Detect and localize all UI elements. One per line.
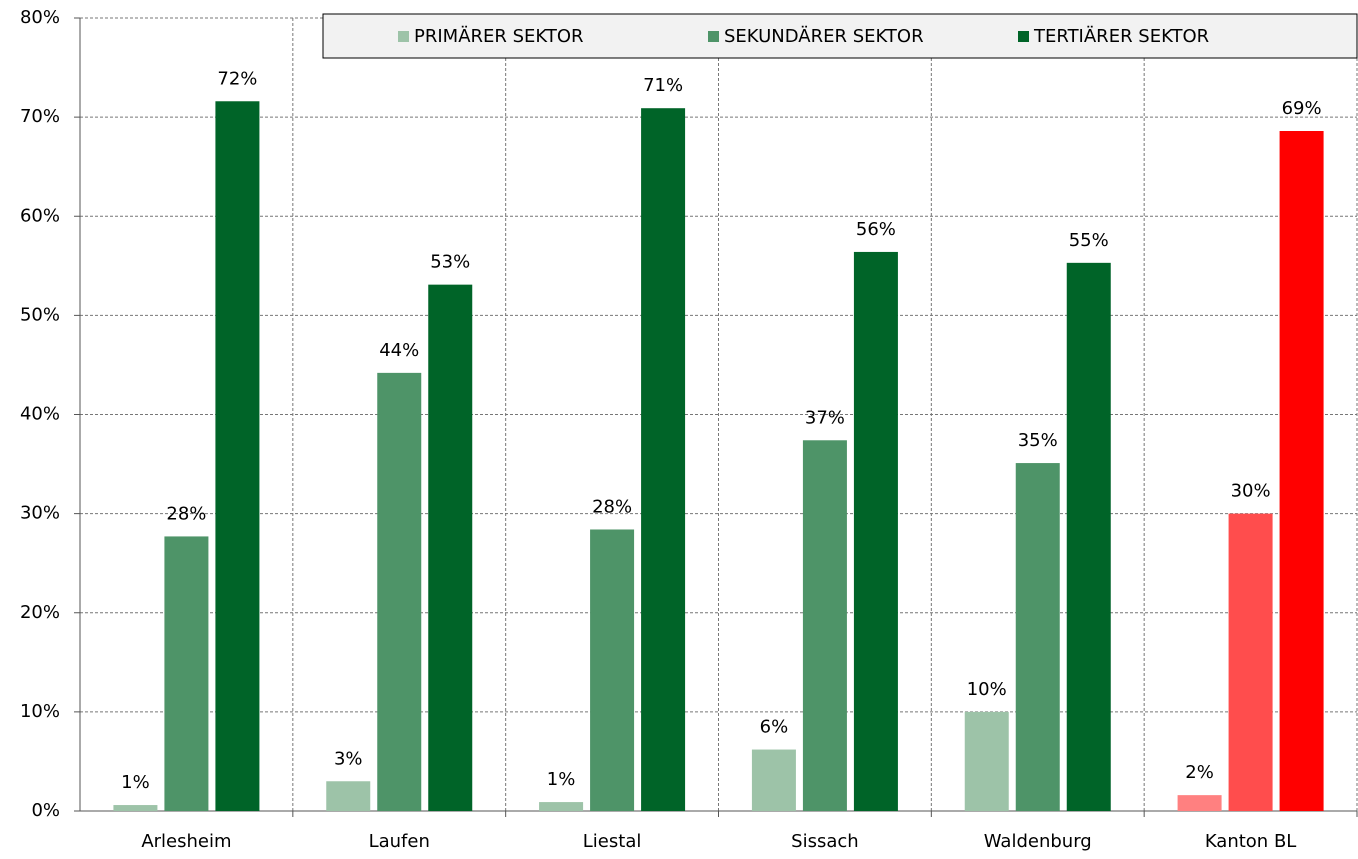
value-label: 3% xyxy=(334,748,363,769)
value-label: 53% xyxy=(430,252,470,273)
x-tick-label: Laufen xyxy=(369,831,430,852)
bar xyxy=(1228,513,1273,811)
value-label: 30% xyxy=(1231,481,1271,502)
bar xyxy=(802,440,847,811)
value-label: 1% xyxy=(547,769,576,790)
bar xyxy=(326,781,371,811)
x-tick-label: Sissach xyxy=(791,831,859,852)
bar xyxy=(751,749,796,811)
legend-label: SEKUNDÄRER SEKTOR xyxy=(724,26,924,47)
legend-swatch xyxy=(1018,31,1029,42)
y-tick-label: 20% xyxy=(20,602,60,623)
value-label: 28% xyxy=(592,496,632,517)
value-label: 37% xyxy=(805,407,845,428)
bar xyxy=(964,711,1009,811)
x-tick-label: Kanton BL xyxy=(1205,831,1297,852)
value-label: 71% xyxy=(643,75,683,96)
legend-swatch xyxy=(708,31,719,42)
bar xyxy=(1279,131,1324,811)
value-label: 56% xyxy=(856,219,896,240)
y-tick-label: 60% xyxy=(20,205,60,226)
bar xyxy=(215,101,260,811)
bar xyxy=(1177,795,1222,811)
bar xyxy=(539,802,584,811)
value-label: 28% xyxy=(166,503,206,524)
y-tick-label: 80% xyxy=(20,7,60,28)
value-label: 72% xyxy=(217,68,257,89)
x-tick-label: Waldenburg xyxy=(984,831,1092,852)
value-label: 35% xyxy=(1018,430,1058,451)
value-label: 10% xyxy=(967,679,1007,700)
bar xyxy=(377,372,422,811)
value-label: 6% xyxy=(760,717,789,738)
bar xyxy=(113,805,158,811)
bar xyxy=(428,284,473,811)
y-tick-label: 10% xyxy=(20,701,60,722)
value-label: 69% xyxy=(1282,98,1322,119)
bar xyxy=(641,108,686,812)
y-tick-label: 40% xyxy=(20,404,60,425)
value-label: 44% xyxy=(379,340,419,361)
value-label: 55% xyxy=(1069,230,1109,251)
legend-swatch xyxy=(398,31,409,42)
legend-label: PRIMÄRER SEKTOR xyxy=(414,26,584,47)
bar xyxy=(590,529,635,811)
bar xyxy=(1066,262,1111,811)
bar xyxy=(164,536,209,811)
bar xyxy=(853,251,898,811)
y-tick-label: 70% xyxy=(20,106,60,127)
y-tick-label: 30% xyxy=(20,503,60,524)
bar xyxy=(1015,463,1060,811)
y-tick-label: 50% xyxy=(20,304,60,325)
value-label: 2% xyxy=(1185,762,1214,783)
x-tick-label: Arlesheim xyxy=(141,831,231,852)
legend-label: TERTIÄRER SEKTOR xyxy=(1033,26,1209,47)
value-label: 1% xyxy=(121,772,150,793)
legend-box xyxy=(322,13,1358,59)
y-tick-label: 0% xyxy=(31,800,60,821)
x-tick-label: Liestal xyxy=(583,831,642,852)
